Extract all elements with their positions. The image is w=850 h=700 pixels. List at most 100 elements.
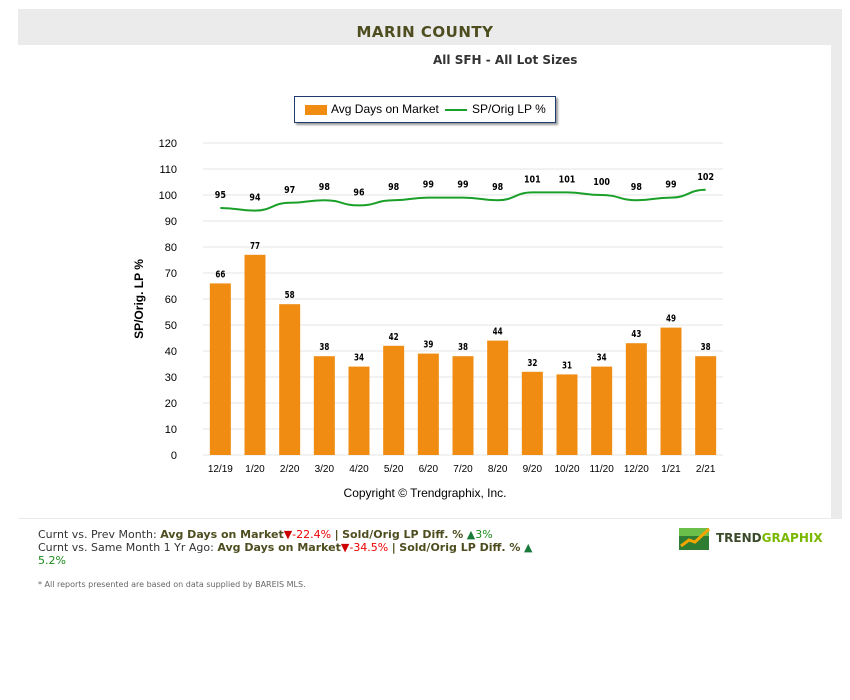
bar-data-label: 58 <box>285 290 295 301</box>
chart-legend: Avg Days on Market SP/Orig LP % <box>294 96 556 123</box>
logo-text: GRAPHIX <box>761 531 823 545</box>
footnote: * All reports presented are based on dat… <box>38 580 306 589</box>
y-tick-label: 110 <box>159 164 177 176</box>
line-data-label: 94 <box>249 193 260 204</box>
bar-data-label: 32 <box>527 358 537 369</box>
separator: | <box>334 528 339 541</box>
bar-data-label: 42 <box>389 332 399 343</box>
x-tick-label: 11/20 <box>590 464 615 475</box>
bar-data-label: 31 <box>562 361 572 372</box>
bar <box>209 283 231 455</box>
y-tick-label: 20 <box>165 398 177 410</box>
x-tick-label: 10/20 <box>554 464 579 475</box>
y-axis-label: SP/Orig. LP % <box>132 259 146 339</box>
stat-value: 3% <box>475 528 493 541</box>
line-data-label: 101 <box>524 175 541 186</box>
bar-data-label: 38 <box>319 342 329 353</box>
line-data-label: 99 <box>665 180 676 191</box>
x-tick-label: 3/20 <box>315 464 335 475</box>
line-series <box>220 188 706 212</box>
legend-swatch-bar <box>305 105 327 115</box>
bar <box>244 254 266 455</box>
bar <box>313 356 335 455</box>
y-tick-label: 60 <box>165 294 177 306</box>
bar-data-label: 44 <box>493 327 503 338</box>
bar <box>556 374 578 455</box>
line-data-label: 98 <box>631 182 642 193</box>
bar <box>521 371 543 455</box>
x-tick-label: 2/20 <box>280 464 300 475</box>
bar <box>625 343 647 455</box>
line-data-label: 98 <box>388 182 399 193</box>
bar-data-label: 39 <box>423 340 433 351</box>
bar <box>383 345 405 455</box>
down-arrow-icon: ▼ <box>283 528 293 541</box>
stat-value: -34.5% <box>349 541 389 554</box>
x-tick-label: 4/20 <box>349 464 369 475</box>
y-tick-label: 10 <box>165 424 177 436</box>
legend-swatch-line <box>445 109 467 111</box>
line-data-label: 95 <box>215 190 226 201</box>
bar <box>348 366 370 455</box>
page-title: MARIN COUNTY <box>356 23 494 41</box>
stat-metric: Sold/Orig LP Diff. % <box>342 528 464 541</box>
bar-data-label: 49 <box>666 314 676 325</box>
bar <box>279 304 301 455</box>
y-tick-label: 100 <box>159 190 177 202</box>
stat-metric: Sold/Orig LP Diff. % <box>399 541 521 554</box>
x-tick-label: 9/20 <box>523 464 543 475</box>
bar-data-label: 38 <box>701 342 711 353</box>
up-arrow-icon: ▲ <box>466 528 476 541</box>
separator: | <box>391 541 396 554</box>
x-tick-label: 12/19 <box>208 464 233 475</box>
bar <box>487 340 509 455</box>
line-data-label: 99 <box>457 180 468 191</box>
copyright: Copyright © Trendgraphix, Inc. <box>343 486 507 500</box>
y-tick-label: 120 <box>159 138 177 150</box>
y-tick-label: 90 <box>165 216 177 228</box>
x-tick-label: 6/20 <box>419 464 439 475</box>
x-tick-label: 7/20 <box>453 464 473 475</box>
x-tick-label: 12/20 <box>624 464 649 475</box>
stat-metric: Avg Days on Market <box>160 528 284 541</box>
x-tick-label: 2/21 <box>696 464 716 475</box>
trendgraphix-logo: TRENDGRAPHIX <box>716 531 823 545</box>
legend-label-line: SP/Orig LP % <box>472 102 546 116</box>
down-arrow-icon: ▼ <box>340 541 350 554</box>
stat-value: 5.2% <box>38 554 66 567</box>
line-data-label: 98 <box>492 182 503 193</box>
bar <box>660 327 682 455</box>
chart-subtitle: All SFH - All Lot Sizes <box>433 53 578 67</box>
line-data-label: 98 <box>319 182 330 193</box>
logo-text: TREND <box>716 531 762 545</box>
y-tick-label: 50 <box>165 320 177 332</box>
bar <box>695 356 717 455</box>
x-tick-label: 1/20 <box>245 464 265 475</box>
line-data-label: 100 <box>593 177 610 188</box>
x-tick-label: 5/20 <box>384 464 404 475</box>
x-tick-label: 1/21 <box>661 464 681 475</box>
line-data-label: 102 <box>697 172 714 183</box>
trendgraphix-logo-icon <box>679 527 711 550</box>
bar-data-label: 34 <box>597 353 607 364</box>
stats-row-year-ago: Curnt vs. Same Month 1 Yr Ago: Avg Days … <box>38 541 558 567</box>
x-tick-label: 8/20 <box>488 464 508 475</box>
bar-data-label: 66 <box>215 270 225 281</box>
bar <box>417 353 439 455</box>
stat-metric: Avg Days on Market <box>217 541 341 554</box>
bar <box>452 356 474 455</box>
up-arrow-icon: ▲ <box>523 541 533 554</box>
line-data-label: 101 <box>559 175 576 186</box>
y-tick-label: 70 <box>165 268 177 280</box>
y-tick-label: 30 <box>165 372 177 384</box>
stats-row-prev-month: Curnt vs. Prev Month: Avg Days on Market… <box>38 528 493 541</box>
bar-data-label: 43 <box>631 329 641 340</box>
line-data-label: 99 <box>423 180 434 191</box>
legend-label-bar: Avg Days on Market <box>331 102 439 116</box>
y-tick-label: 0 <box>171 450 177 462</box>
stat-value: -22.4% <box>292 528 332 541</box>
bar-data-label: 34 <box>354 353 364 364</box>
stat-label: Curnt vs. Same Month 1 Yr Ago: <box>38 541 214 554</box>
line-data-label: 96 <box>353 188 364 199</box>
